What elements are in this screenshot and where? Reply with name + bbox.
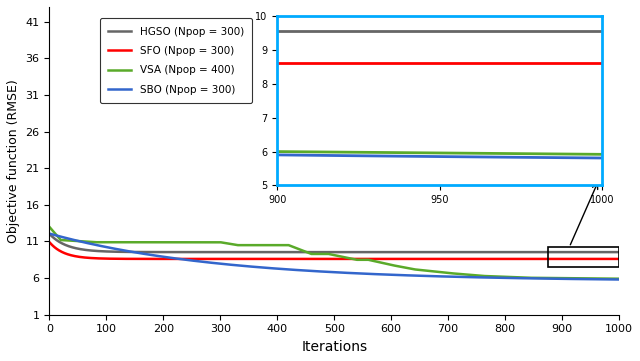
SBO (Npop = 300) [490, 275, 497, 280]
HGSO (Npop = 300) [615, 250, 623, 254]
VSA (Npop = 400) [46, 225, 54, 230]
SBO (Npop = 300) [437, 274, 445, 279]
Y-axis label: Objective function (RMSE): Objective function (RMSE) [7, 79, 20, 243]
HGSO (Npop = 300) [297, 250, 305, 254]
HGSO (Npop = 300) [276, 250, 284, 254]
Bar [548, 247, 619, 267]
VSA (Npop = 400) [615, 277, 623, 281]
SFO (Npop = 300) [500, 257, 508, 261]
VSA (Npop = 400) [437, 270, 445, 274]
VSA (Npop = 400) [276, 243, 284, 247]
HGSO (Npop = 300) [500, 250, 508, 254]
SBO (Npop = 300) [500, 276, 508, 280]
VSA (Npop = 400) [490, 274, 497, 279]
SFO (Npop = 300) [437, 257, 445, 261]
HGSO (Npop = 300) [613, 250, 621, 254]
HGSO (Npop = 300) [437, 250, 445, 254]
SFO (Npop = 300) [552, 257, 559, 261]
SFO (Npop = 300) [490, 257, 497, 261]
Line: VSA (Npop = 400): VSA (Npop = 400) [50, 227, 619, 279]
SBO (Npop = 300) [615, 277, 623, 282]
Line: HGSO (Npop = 300): HGSO (Npop = 300) [50, 234, 619, 252]
Legend: HGSO (Npop = 300), SFO (Npop = 300), VSA (Npop = 400), SBO (Npop = 300): HGSO (Npop = 300), SFO (Npop = 300), VSA… [100, 18, 252, 103]
HGSO (Npop = 300) [46, 232, 54, 236]
VSA (Npop = 400) [297, 248, 305, 252]
SBO (Npop = 300) [276, 267, 284, 271]
VSA (Npop = 400) [500, 275, 508, 279]
X-axis label: Iterations: Iterations [301, 340, 367, 354]
SBO (Npop = 300) [297, 268, 305, 273]
SFO (Npop = 300) [46, 240, 54, 245]
SFO (Npop = 300) [276, 257, 284, 261]
SBO (Npop = 300) [46, 231, 54, 236]
HGSO (Npop = 300) [490, 250, 497, 254]
SBO (Npop = 300) [104, 245, 112, 249]
SFO (Npop = 300) [297, 257, 305, 261]
VSA (Npop = 400) [104, 240, 112, 244]
HGSO (Npop = 300) [104, 249, 112, 254]
SFO (Npop = 300) [615, 257, 623, 261]
Line: SFO (Npop = 300): SFO (Npop = 300) [50, 243, 619, 259]
Line: SBO (Npop = 300): SBO (Npop = 300) [50, 234, 619, 279]
SFO (Npop = 300) [104, 256, 112, 261]
